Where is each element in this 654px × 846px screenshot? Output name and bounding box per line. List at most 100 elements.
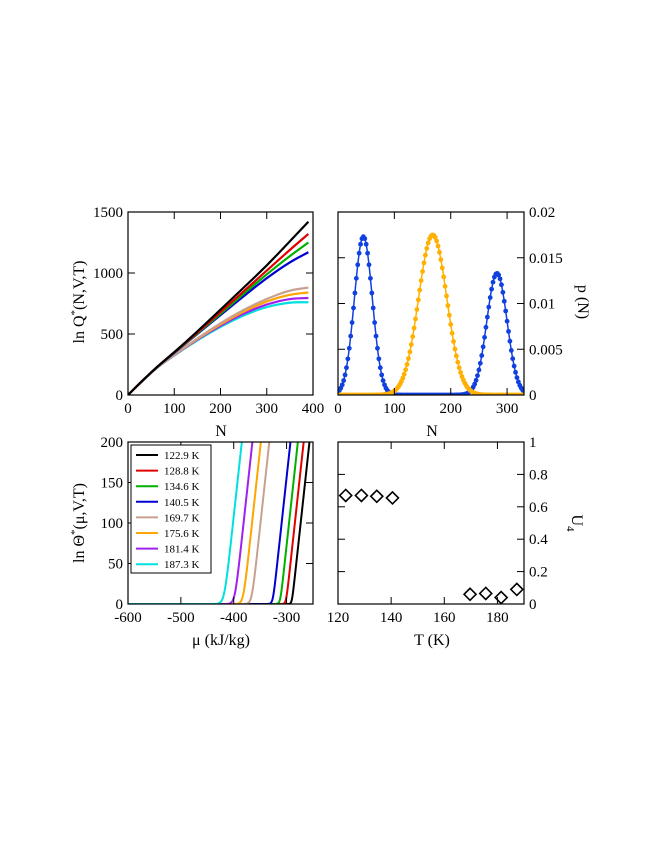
distribution-point <box>375 345 380 351</box>
distribution-point <box>497 276 503 282</box>
series-line-1229 <box>128 221 310 395</box>
data-point-diamond <box>509 582 524 597</box>
y-tick-label: 0.015 <box>529 251 563 267</box>
distribution-point <box>406 356 411 361</box>
y-tick-label: 0.8 <box>529 467 548 483</box>
distribution-point <box>420 269 425 274</box>
axes: 0 100 200 300 0 0.005 0.01 0.015 0.02 <box>334 205 563 417</box>
distribution-point <box>487 295 493 300</box>
distribution-point <box>435 243 441 249</box>
legend-label: 187.3 K <box>164 559 200 571</box>
distribution-point <box>400 375 406 381</box>
distribution-point <box>380 378 386 383</box>
panel3-xlabel: μ (kJ/kg) <box>192 632 250 649</box>
distribution-point <box>438 257 444 263</box>
y-tick-label: 0.6 <box>529 500 548 516</box>
distribution-line-0 <box>338 235 524 395</box>
distribution-point <box>376 356 382 362</box>
distribution-point <box>377 365 383 371</box>
legend: 122.9 K 128.8 K 134.6 K 140.5 K 169.7 K 175.6… <box>130 444 212 574</box>
x-tick-label: 400 <box>302 401 325 417</box>
panel1-xlabel: N <box>215 423 227 440</box>
distribution-point <box>489 286 494 292</box>
y-tick-label: 1 <box>529 435 537 451</box>
distribution-point <box>356 250 362 256</box>
series-line-1756 <box>128 291 309 395</box>
ylabel-sup: * <box>69 530 81 536</box>
plot-area <box>338 488 524 604</box>
distribution-point <box>441 274 447 280</box>
distribution-point <box>513 369 518 375</box>
distribution-point <box>366 262 372 268</box>
y-tick-label: 150 <box>101 476 124 492</box>
distribution-point <box>434 238 440 244</box>
y-tick-label: 0 <box>116 597 124 613</box>
distribution-point <box>504 318 510 324</box>
distribution-point <box>451 339 456 344</box>
y-tick-label: 500 <box>101 327 124 343</box>
distribution-point <box>500 289 506 295</box>
panel2-ylabel: p (N) <box>574 285 591 319</box>
distribution-point <box>404 362 410 367</box>
ylabel-sub: 4 <box>564 526 576 532</box>
x-tick-label: 0 <box>334 401 342 417</box>
y-tick-label: 0 <box>116 388 124 404</box>
distribution-point <box>501 298 507 304</box>
plot-area <box>338 232 524 395</box>
distribution-point <box>411 325 417 331</box>
distribution-point <box>401 371 407 377</box>
panel-ln-theta-vs-mu: ln Θ*(μ,V,T) μ (kJ/kg) -600 -500 -400 -300 0… <box>69 435 314 649</box>
ylabel-sup: * <box>69 310 81 316</box>
x-tick-label: 100 <box>163 401 186 417</box>
distribution-point <box>449 330 455 336</box>
distribution-point <box>421 260 427 266</box>
distribution-point <box>479 353 485 358</box>
distribution-point <box>355 262 361 268</box>
plot-area <box>128 221 310 395</box>
panel4-ylabel: U4 <box>564 514 585 532</box>
distribution-point <box>473 377 479 383</box>
distribution-point <box>339 382 345 388</box>
distribution-point <box>482 334 487 340</box>
distribution-point <box>437 249 442 255</box>
y-tick-label: 50 <box>108 557 123 573</box>
distribution-point <box>424 245 430 251</box>
distribution-point <box>349 320 355 325</box>
distribution-point <box>358 241 363 247</box>
panel-ln-q-vs-n: ln Q*(N,V,T) N 0 100 200 300 400 0 500 1000 1500 <box>69 205 324 440</box>
data-point-diamond <box>478 586 493 601</box>
distribution-point <box>445 303 451 309</box>
distribution-point <box>514 375 520 380</box>
distribution-point <box>455 359 461 365</box>
axes: -600 -500 -400 -300 0 50 100 150 200 <box>101 435 314 626</box>
distribution-point <box>448 322 454 327</box>
distribution-point <box>480 344 486 350</box>
distribution-point <box>506 328 511 334</box>
x-tick-label: -400 <box>220 610 248 626</box>
distribution-point <box>439 265 445 271</box>
distribution-point <box>365 250 370 256</box>
distribution-point <box>373 333 379 339</box>
data-point-diamond <box>385 490 400 506</box>
distribution-point <box>507 338 513 344</box>
distribution-point <box>446 312 452 318</box>
panel3-ylabel: ln Θ*(μ,V,T) <box>69 483 88 563</box>
legend-label: 134.6 K <box>164 481 200 493</box>
ylabel-main: U <box>568 514 585 526</box>
distribution-point <box>372 320 378 325</box>
y-tick-label: 100 <box>101 516 124 532</box>
distribution-point <box>352 290 358 296</box>
x-tick-label: 100 <box>383 401 406 417</box>
distribution-point <box>348 333 354 339</box>
ylabel-tail: (μ,V,T) <box>71 483 88 530</box>
legend-label: 169.7 K <box>164 512 200 524</box>
ylabel-tail: (N,V,T) <box>71 261 88 310</box>
distribution-point <box>499 282 504 288</box>
distribution-point <box>418 278 424 283</box>
distribution-point <box>342 372 348 378</box>
x-tick-label: 180 <box>486 610 509 626</box>
y-tick-label: 0.01 <box>529 297 555 313</box>
ylabel-main: ln Q <box>71 315 88 343</box>
series-line-1873 <box>128 442 243 604</box>
